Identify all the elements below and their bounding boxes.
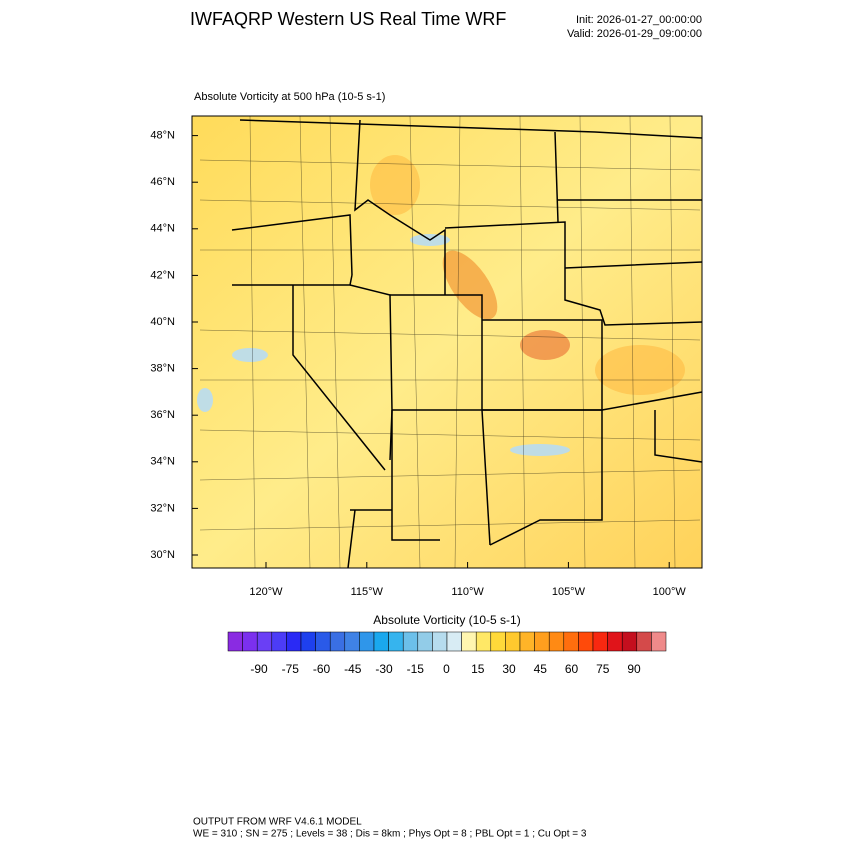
valid-time: Valid: 2026-01-29_09:00:00 [567,28,702,40]
map [191,115,703,569]
colorbar-box [344,631,360,652]
vorticity-max [442,250,498,320]
colorbar-box [373,631,389,652]
vorticity-min [232,348,268,362]
lat-label: 36°N [150,409,175,421]
colorbar: -90 -75 -60 -45 -30 -15 0 15 30 45 60 75 90 [227,631,667,676]
lon-axis: 120°W 115°W 110°W 105°W 100°W [249,562,686,598]
colorbar-box [607,631,623,652]
colorbar-label: 45 [534,662,548,676]
lon-label: 105°W [552,586,586,598]
colorbar-box [286,631,302,652]
title: IWFAQRP Western US Real Time WRF [190,9,506,29]
colorbar-label: -15 [407,662,425,676]
colorbar-box [519,631,535,652]
colorbar-box [227,631,243,652]
colorbar-box [432,631,448,652]
colorbar-box [621,631,638,652]
colorbar-box [256,631,273,652]
lat-label: 30°N [150,549,175,561]
lon-label: 110°W [451,586,484,598]
colorbar-box [446,631,462,652]
colorbar-label: 15 [471,662,485,676]
vorticity-min [197,388,213,412]
state-borders [231,119,703,569]
lat-label: 44°N [150,223,175,235]
colorbar-label: -60 [313,662,331,676]
lat-label: 46°N [150,176,175,188]
colorbar-box [242,631,258,652]
colorbar-box [329,631,346,652]
footer-line: OUTPUT FROM WRF V4.6.1 MODEL [193,817,362,828]
colorbar-label: 60 [565,662,579,676]
map-subtitle: Absolute Vorticity at 500 hPa (10-5 s-1) [194,91,385,103]
colorbar-label: 75 [596,662,610,676]
map-frame [191,115,703,569]
colorbar-box [534,631,550,652]
colorbar-box [490,631,506,652]
colorbar-box [461,631,477,652]
colorbar-label: 0 [443,662,450,676]
lat-label: 38°N [150,363,175,375]
colorbar-box [402,631,419,652]
lat-label: 34°N [150,456,175,468]
vorticity-max [520,330,570,360]
vorticity-min [510,444,570,456]
colorbar-label: -90 [250,662,268,676]
colorbar-box [475,631,492,652]
colorbar-label: -30 [375,662,393,676]
footer-line: WE = 310 ; SN = 275 ; Levels = 38 ; Dis … [193,829,587,840]
colorbar-box [300,631,316,652]
colorbar-box [388,631,404,652]
colorbar-box [592,631,608,652]
colorbar-box [563,631,579,652]
map-field [192,116,702,568]
lon-label: 115°W [351,586,384,598]
colorbar-box [578,631,594,652]
lat-label: 42°N [150,269,175,281]
init-time: Init: 2026-01-27_00:00:00 [576,14,702,26]
lat-label: 32°N [150,502,175,514]
colorbar-box [359,631,375,652]
vorticity-max [370,155,420,215]
lon-label: 100°W [653,586,687,598]
lat-label: 40°N [150,316,175,328]
colorbar-box [505,631,521,652]
colorbar-box [636,631,652,652]
colorbar-label: 30 [502,662,516,676]
lon-label: 120°W [249,586,283,598]
colorbar-box [315,631,331,652]
colorbar-box [271,631,287,652]
colorbar-box [417,631,433,652]
lat-axis: 30°N 32°N 34°N 36°N 38°N 40°N 42°N 44°N 46°N 48°N [150,130,198,561]
colorbar-box [651,631,667,652]
lat-label: 48°N [150,130,175,142]
colorbar-label: -75 [282,662,300,676]
colorbar-label: 90 [627,662,641,676]
colorbar-box [548,631,565,652]
county-borders [199,115,701,569]
colorbar-title: Absolute Vorticity (10-5 s-1) [373,613,520,627]
vorticity-max [595,345,685,395]
colorbar-label: -45 [344,662,362,676]
